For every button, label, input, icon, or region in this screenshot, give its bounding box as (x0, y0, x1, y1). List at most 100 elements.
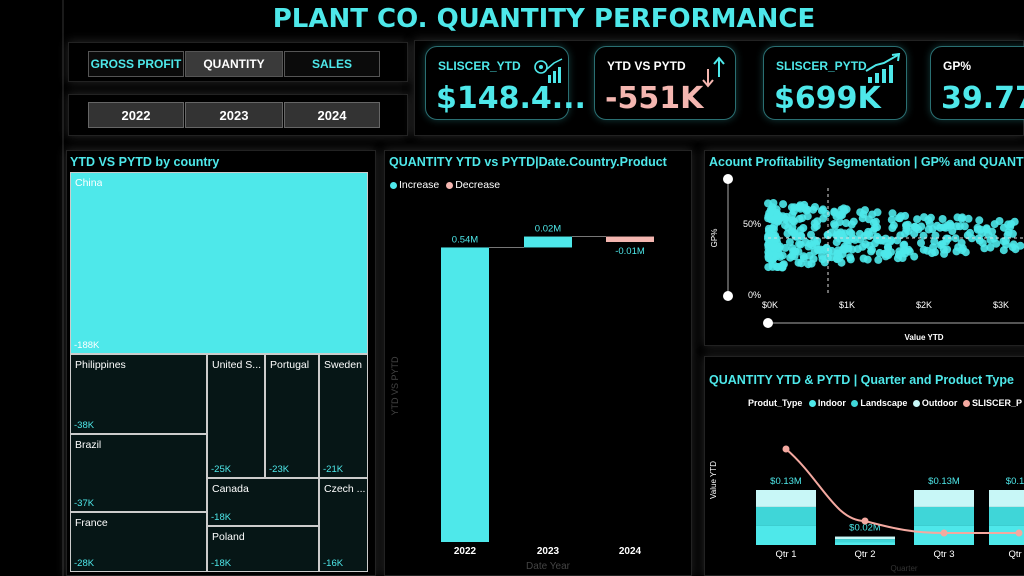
scatter-point (856, 208, 865, 217)
combo-bar-landscape (756, 506, 816, 526)
tile-value: -18K (211, 558, 232, 569)
combo-x-tick: Qtr 2 (854, 549, 875, 560)
scatter-point (957, 238, 966, 247)
scatter-point (764, 199, 772, 208)
kpi-value: $699K (774, 81, 881, 116)
combo-line-point (861, 517, 869, 525)
metric-tab-quantity[interactable]: QUANTITY (185, 51, 283, 77)
tile-value: -38K (74, 420, 95, 431)
treemap-tile-czech[interactable]: Czech ... -16K (319, 478, 368, 572)
scatter-point (770, 243, 778, 252)
scatter-point (860, 232, 869, 240)
treemap-tile-united-states[interactable]: United S... -25K (207, 354, 265, 478)
scatter-point (847, 229, 856, 238)
scatter-point (827, 253, 836, 262)
tile-label: Brazil (75, 439, 102, 451)
treemap-tile-sweden[interactable]: Sweden -21K (319, 354, 368, 478)
scatter-point (913, 215, 922, 224)
legend-label-outdoor: Outdoor (921, 398, 958, 408)
tile-label: Portugal (270, 359, 310, 371)
combo-x-tick: Qtr 3 (933, 549, 954, 560)
combo-title: QUANTITY YTD & PYTD | Quarter and Produc… (709, 373, 1014, 387)
scatter-xtick-2: $2K (916, 300, 932, 310)
combo-legend: Produt_Type Indoor Landscape Outdoor SLI… (748, 398, 1022, 408)
scatter-point (822, 244, 831, 253)
combo-bar-outdoor (835, 536, 895, 540)
scatter-point (883, 248, 891, 257)
kpi-label: SLISCER_PYTD (776, 59, 867, 73)
year-button-2022[interactable]: 2022 (88, 102, 184, 128)
waterfall-chart: YTD VS PYTD Date Year 0.54M 2022 0.02M 2023… (390, 224, 654, 572)
waterfall-data-label: 0.02M (535, 224, 561, 235)
treemap-tile-china[interactable]: China -188K (70, 172, 368, 354)
trend-up-bars-icon (865, 53, 901, 83)
scatter-point (888, 209, 897, 218)
legend-label-sliscer-p: SLISCER_P (971, 398, 1022, 408)
kpi-card-sliscer-pytd: SLISCER_PYTD $699K (763, 46, 907, 120)
combo-x-tick: Qtr 1 (775, 549, 796, 560)
combo-bar-outdoor (989, 490, 1024, 507)
scatter-xtick-3: $3K (993, 300, 1009, 310)
combo-bar-indoor (756, 525, 816, 545)
scatter-point (778, 251, 787, 260)
treemap-tile-france[interactable]: France -28K (70, 512, 207, 572)
scatter-point (799, 224, 808, 232)
scatter-ytick-0: 0% (748, 290, 761, 300)
scatter-point (840, 229, 849, 238)
tile-value: -21K (323, 464, 344, 475)
kpi-card-ytd-vs-pytd: YTD VS PYTD -551K (594, 46, 736, 120)
treemap-tile-philippines[interactable]: Philippines -38K (70, 354, 207, 434)
scatter-point (799, 252, 808, 261)
kpi-label: GP% (943, 59, 972, 73)
legend-dot-indoor (808, 400, 816, 408)
scatter-point (849, 217, 858, 226)
kpi-card-gp-percent: GP% 39.77 (930, 46, 1024, 120)
scatter-point (955, 222, 964, 231)
scatter-point (830, 220, 839, 228)
legend-label-decrease: Decrease (455, 179, 501, 191)
legend-label-indoor: Indoor (817, 398, 846, 408)
year-button-2024[interactable]: 2024 (284, 102, 380, 128)
metric-tab-gross-profit[interactable]: GROSS PROFIT (88, 51, 184, 77)
scatter-chart: GP% 50% 0% $0K $1K $2K $3K Value YTD (710, 174, 1024, 342)
scatter-point (832, 238, 841, 247)
metric-tab-sales[interactable]: SALES (284, 51, 380, 77)
year-button-2023[interactable]: 2023 (185, 102, 283, 128)
x-range-slider-handle[interactable] (763, 318, 773, 328)
treemap-tile-canada[interactable]: Canada -18K (207, 478, 319, 526)
treemap-tile-portugal[interactable]: Portugal -23K (265, 354, 319, 478)
waterfall-bar-2023 (524, 236, 572, 248)
y-range-slider-handle-bottom[interactable] (723, 291, 733, 301)
scatter-point (786, 253, 795, 262)
scatter-point (837, 258, 846, 267)
combo-data-label: $0.1... (1006, 476, 1024, 487)
up-down-arrows-icon (702, 56, 725, 88)
left-nav-bar (0, 0, 64, 576)
scatter-point (818, 251, 826, 260)
treemap-title: YTD VS PYTD by country (70, 155, 220, 169)
treemap-tile-poland[interactable]: Poland -18K (207, 526, 319, 572)
scatter-point (853, 245, 862, 254)
waterfall-y-axis-label: YTD VS PYTD (390, 356, 400, 416)
kpi-label: SLISCER_YTD (438, 59, 521, 73)
treemap-tile-brazil[interactable]: Brazil -37K (70, 434, 207, 512)
scatter-ytick-50: 50% (743, 219, 761, 229)
tile-value: -16K (323, 558, 344, 569)
combo-line-point (782, 445, 790, 453)
scatter-point (1010, 217, 1019, 226)
scatter-point (938, 240, 947, 249)
legend-dot-decrease (446, 181, 454, 189)
gear-chart-icon (534, 58, 563, 83)
kpi-value: 39.77 (941, 81, 1024, 116)
y-range-slider-handle-top[interactable] (723, 174, 733, 184)
scatter-point (807, 230, 815, 239)
scatter-point (773, 263, 782, 271)
scatter-point (859, 254, 868, 263)
kpi-card-sliscer-ytd: SLISCER_YTD $148.4... (425, 46, 586, 120)
scatter-point (999, 237, 1008, 246)
scatter-point (846, 253, 855, 262)
combo-legend-title: Produt_Type (748, 398, 803, 408)
scatter-point (811, 203, 819, 211)
legend-dot-sliscer-p (962, 400, 970, 408)
combo-bar-outdoor (914, 490, 974, 507)
